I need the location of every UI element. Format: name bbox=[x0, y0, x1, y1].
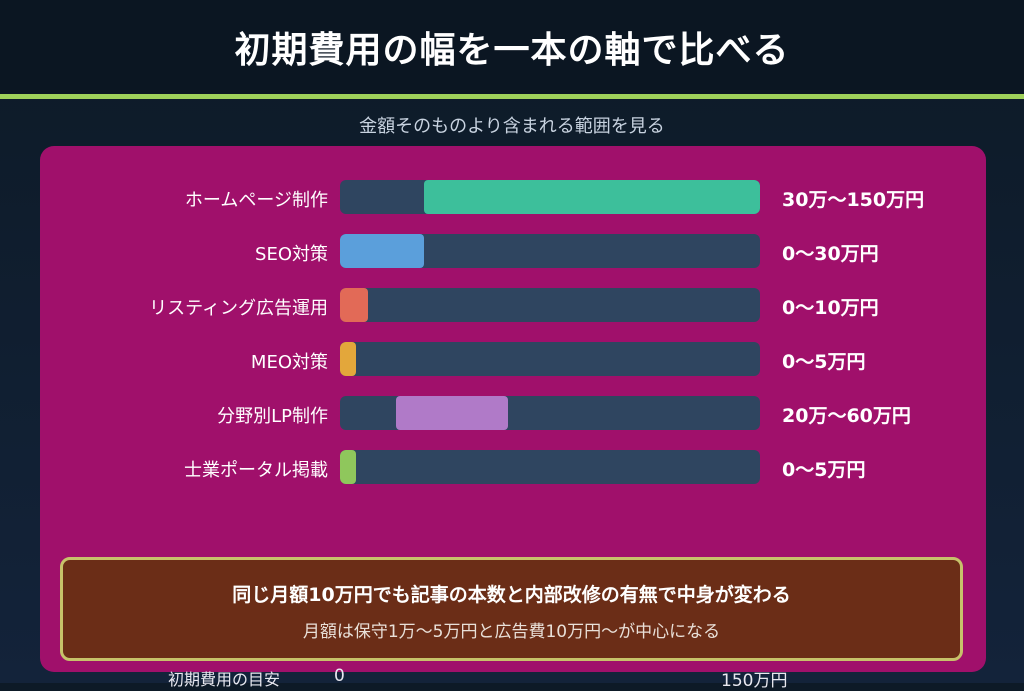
category-label: ホームページ制作 bbox=[184, 190, 328, 211]
range-bar bbox=[396, 396, 508, 430]
category-label: MEO対策 bbox=[250, 352, 328, 373]
axis-tick-label-max: 150万円 bbox=[721, 671, 788, 691]
range-bar bbox=[340, 342, 356, 376]
axis-tick-label-min: 0 bbox=[334, 666, 345, 686]
header: 初期費用の幅を一本の軸で比べる bbox=[0, 0, 1024, 94]
accent-divider bbox=[0, 94, 1024, 99]
bar-track bbox=[340, 342, 760, 376]
bar-track bbox=[340, 288, 760, 322]
category-label: 分野別LP制作 bbox=[217, 406, 328, 427]
range-value-label: 0〜10万円 bbox=[782, 297, 879, 319]
range-value-label: 0〜5万円 bbox=[782, 351, 866, 373]
axis-caption: 初期費用の目安 bbox=[168, 670, 281, 689]
range-value-label: 30万〜150万円 bbox=[782, 189, 925, 211]
bar-track bbox=[340, 234, 760, 268]
range-bar bbox=[340, 288, 368, 322]
range-value-label: 0〜30万円 bbox=[782, 243, 879, 265]
category-label: 士業ポータル掲載 bbox=[184, 460, 328, 481]
range-bar bbox=[340, 234, 424, 268]
note-box: 同じ月額10万円でも記事の本数と内部改修の有無で中身が変わる 月額は保守1万〜5… bbox=[60, 557, 963, 661]
range-bar bbox=[340, 450, 356, 484]
page-title: 初期費用の幅を一本の軸で比べる bbox=[234, 30, 790, 71]
range-value-label: 0〜5万円 bbox=[782, 459, 866, 481]
bar-track bbox=[340, 396, 760, 430]
range-value-label: 20万〜60万円 bbox=[782, 405, 911, 427]
category-label: SEO対策 bbox=[255, 244, 328, 265]
note-sub-text: 月額は保守1万〜5万円と広告費10万円〜が中心になる bbox=[302, 622, 721, 642]
note-main-text: 同じ月額10万円でも記事の本数と内部改修の有無で中身が変わる bbox=[232, 584, 791, 606]
range-bar bbox=[424, 180, 760, 214]
subtitle: 金額そのものより含まれる範囲を見る bbox=[359, 116, 665, 137]
bar-track bbox=[340, 450, 760, 484]
bar-track bbox=[340, 180, 760, 214]
category-label: リスティング広告運用 bbox=[149, 298, 328, 319]
